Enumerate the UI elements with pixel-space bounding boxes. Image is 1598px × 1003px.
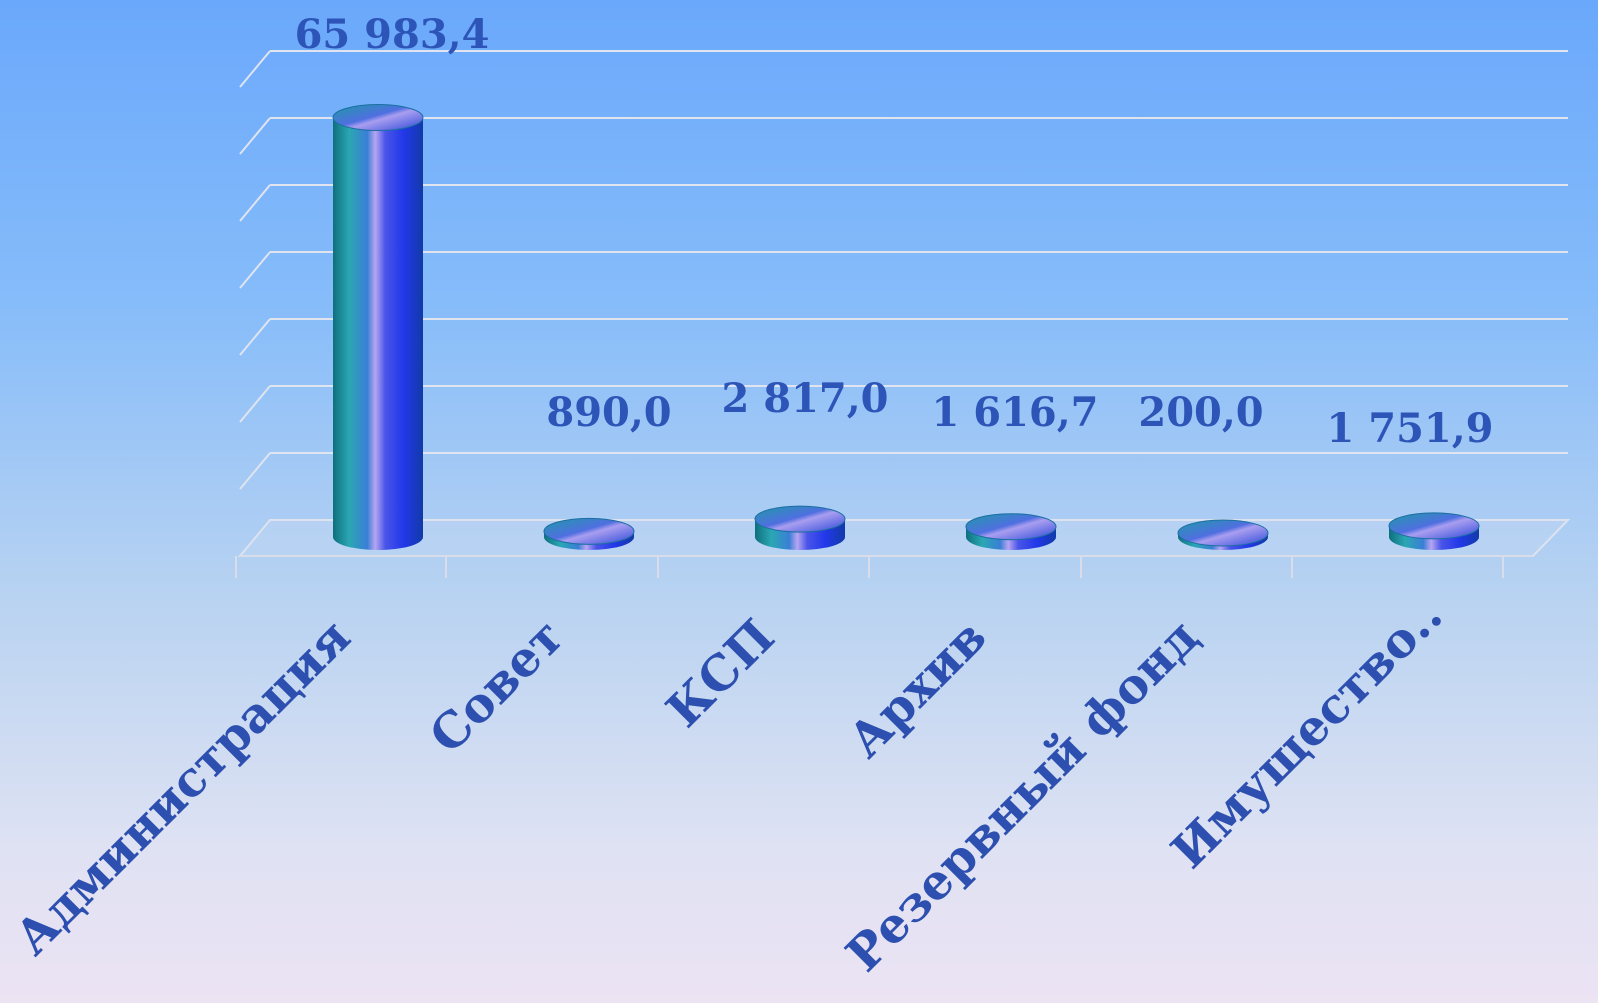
data-label: 200,0 [1138, 389, 1263, 436]
grid-line-side [239, 385, 271, 423]
bar-имущество [1388, 512, 1480, 550]
grid-line-side [239, 117, 271, 155]
tick-label: Имущество.. [1161, 587, 1454, 880]
tick-label: Администрация [4, 609, 361, 966]
x-axis-ticks [235, 556, 1504, 578]
grid-line-side [239, 251, 271, 289]
data-label: 2 817,0 [721, 375, 888, 422]
grid-line-side [239, 184, 271, 222]
bar-резервный-фонд [1177, 519, 1269, 550]
grid-line-side [239, 452, 271, 490]
bar-совет [543, 517, 635, 550]
grid-lines [239, 50, 1568, 490]
value-labels: 65 983,4 890,0 2 817,0 1 616,7 200,0 1 751,9 [295, 11, 1494, 452]
grid-line-side [239, 318, 271, 356]
chart-floor [237, 519, 1571, 557]
tick-label: Совет [419, 609, 574, 764]
bar-администрация [332, 104, 424, 550]
grid-line-side [239, 50, 271, 88]
tick-label: Архив [838, 609, 998, 769]
bar-body [333, 117, 423, 537]
data-label: 890,0 [546, 389, 671, 436]
bar-top [754, 505, 846, 533]
data-label: 1 616,7 [931, 389, 1098, 436]
tick-label: КСП [656, 609, 786, 739]
data-label: 65 983,4 [295, 11, 490, 58]
bar-top [1177, 519, 1269, 547]
data-label: 1 751,9 [1326, 405, 1493, 452]
bar-архив [965, 513, 1057, 550]
bar-top [332, 104, 424, 132]
bar-top [543, 517, 635, 545]
bars [332, 104, 1480, 550]
tick-label: Резервный фонд [836, 609, 1210, 983]
bar-top [965, 513, 1057, 541]
bar-top [1388, 512, 1480, 540]
bar-ксп [754, 505, 846, 550]
